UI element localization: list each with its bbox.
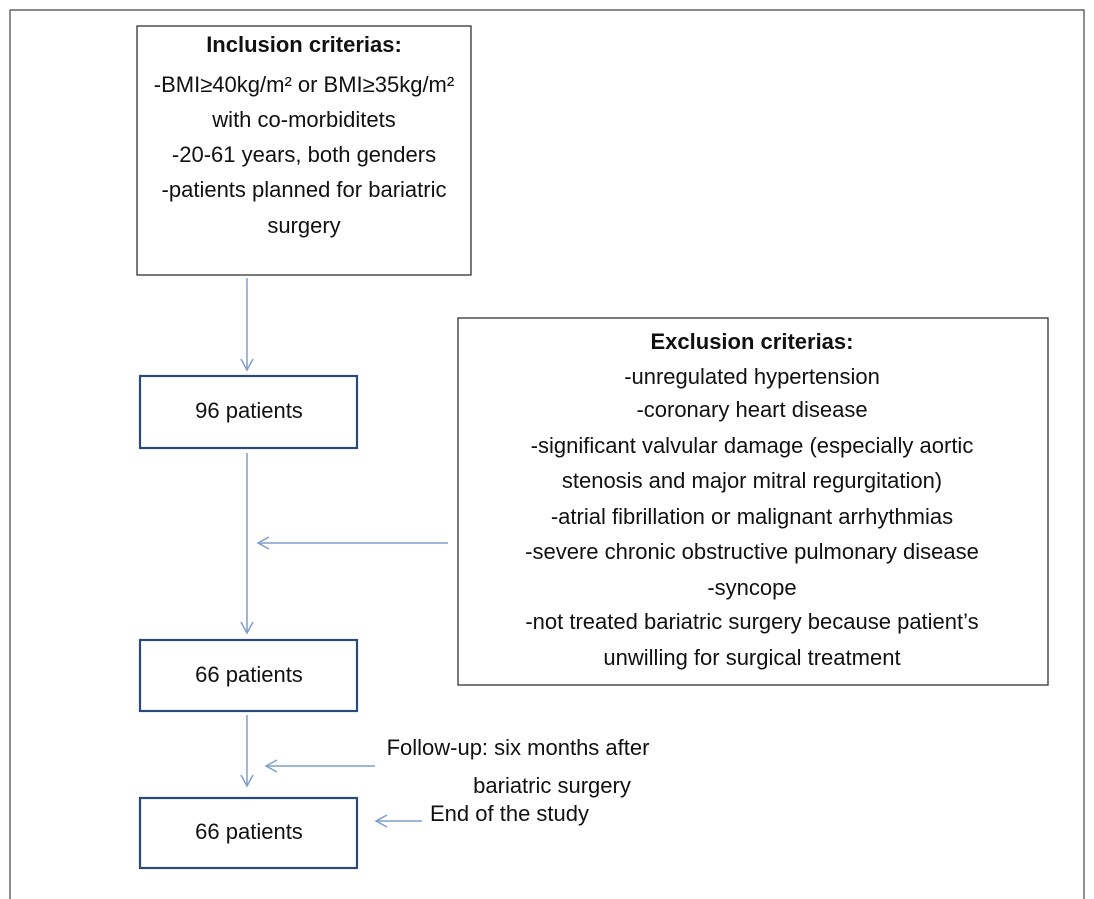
node-line: unwilling for surgical treatment (603, 645, 900, 670)
node-line: -atrial fibrillation or malignant arrhyt… (551, 504, 953, 529)
node-title: Inclusion criterias: (206, 32, 402, 57)
node-title: Exclusion criterias: (651, 329, 854, 354)
node-label: 66 patients (195, 662, 303, 687)
node-line: -severe chronic obstructive pulmonary di… (525, 539, 979, 564)
node-line: stenosis and major mitral regurgitation) (562, 468, 942, 493)
node-line: -BMI≥40kg/m² or BMI≥35kg/m² (154, 72, 454, 97)
count-box (138, 638, 359, 713)
node-line: -syncope (707, 575, 796, 600)
inclusion-text: Inclusion criterias: -BMI≥40kg/m² or BMI… (154, 32, 454, 238)
node-line: with co-morbiditets (211, 107, 395, 132)
node-label: 96 patients (195, 398, 303, 423)
count-box (138, 796, 359, 870)
node-line: -20-61 years, both genders (172, 142, 436, 167)
count-box (138, 374, 359, 450)
exclusion-text: Exclusion criterias: -unregulated hypert… (525, 329, 979, 670)
exclusion-box (457, 317, 1049, 686)
node-line: -unregulated hypertension (624, 364, 880, 389)
node-label: 66 patients (195, 819, 303, 844)
annotation: bariatric surgery (473, 773, 631, 798)
node-line: -not treated bariatric surgery because p… (525, 609, 978, 634)
node-line: surgery (267, 213, 340, 238)
frame (9, 9, 1085, 899)
annotation: End of the study (430, 801, 589, 826)
annotation: Follow-up: six months after (387, 735, 650, 760)
inclusion-box (136, 25, 472, 276)
node-line: -significant valvular damage (especially… (531, 433, 974, 458)
node-line: -coronary heart disease (636, 397, 867, 422)
node-line: -patients planned for bariatric (162, 177, 447, 202)
